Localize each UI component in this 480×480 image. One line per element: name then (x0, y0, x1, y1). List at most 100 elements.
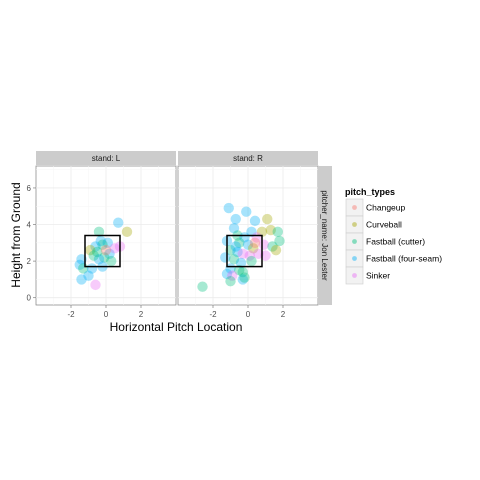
y-tick-label: 0 (27, 294, 32, 303)
facet-strip-label: stand: L (92, 154, 121, 163)
x-tick-label: -2 (67, 310, 75, 319)
facet-row-strip-bg (318, 166, 332, 305)
data-point (113, 217, 124, 228)
data-point (249, 237, 261, 249)
x-axis-ticks: -2 0 2 (209, 305, 286, 319)
legend-item-label: Fastball (cutter) (366, 237, 425, 247)
data-point (121, 226, 133, 238)
data-point (274, 235, 285, 247)
data-point (102, 237, 113, 249)
x-tick-label: 0 (246, 310, 251, 319)
data-point (228, 222, 240, 234)
grid-lines (36, 166, 176, 305)
facet-row-strip: pitcher_name: Jon Lester (318, 166, 332, 305)
data-point (237, 274, 248, 285)
legend-item-label: Sinker (366, 271, 390, 281)
data-point (76, 274, 87, 285)
facet-strip-bg (36, 151, 176, 165)
legend-title: pitch_types (345, 187, 395, 197)
data-point (93, 254, 105, 265)
legend-key-swatch (352, 205, 357, 210)
panels-layer: -2 0 2 -2 0 2 0 2 4 6 (27, 165, 319, 319)
data-point (100, 244, 112, 256)
legend-item: Curveball (345, 215, 402, 234)
data-point (227, 270, 238, 281)
legend-item-label: Changeup (366, 203, 406, 213)
data-point (221, 268, 233, 280)
data-point (106, 255, 117, 267)
data-point (76, 254, 87, 265)
legend-item-label: Fastball (four-seam) (366, 254, 442, 264)
y-tick-label: 6 (27, 184, 32, 193)
data-point (220, 252, 231, 263)
grid-lines (178, 166, 318, 305)
data-point (230, 213, 241, 225)
y-axis-ticks: 0 2 4 6 (27, 184, 36, 303)
legend-key-swatch (352, 256, 357, 261)
x-tick-label: 2 (281, 310, 286, 319)
data-point (246, 226, 257, 238)
data-point (260, 250, 271, 261)
facet-strip-l: stand: L (36, 151, 176, 165)
legend-item: Fastball (four-seam) (345, 249, 442, 268)
data-point (93, 226, 105, 238)
data-point (235, 257, 247, 269)
data-point (242, 239, 254, 250)
facet-row-strip-label: pitcher_name: Jon Lester (320, 190, 329, 281)
data-point (246, 255, 257, 267)
data-point (248, 243, 259, 254)
data-point (253, 248, 264, 259)
y-tick-label: 4 (27, 221, 32, 230)
data-point (104, 248, 115, 259)
x-axis-title: Horizontal Pitch Location (110, 320, 243, 334)
data-point (251, 232, 262, 243)
legend-item: Fastball (cutter) (345, 232, 425, 251)
legend-key-bg (345, 266, 364, 285)
x-tick-label: -2 (209, 310, 217, 319)
data-point (90, 241, 101, 252)
legend-item: Sinker (345, 266, 390, 285)
legend-item: Changeup (345, 198, 406, 217)
facet-strip-label: stand: R (233, 154, 263, 163)
strike-zone-box (226, 234, 263, 268)
data-point (241, 206, 252, 217)
data-point (86, 263, 98, 274)
data-point (97, 239, 108, 250)
data-point (239, 272, 250, 283)
data-point (90, 279, 101, 291)
facet-strip-bg (178, 151, 318, 165)
strike-zone-box (84, 234, 121, 268)
facet-panel-r: -2 0 2 (177, 165, 319, 319)
legend: pitch_types Changeup Curveball Fastball (c… (345, 187, 442, 285)
legend-item-label: Curveball (366, 220, 402, 230)
facet-strip-r: stand: R (178, 151, 318, 165)
axes-layer: Horizontal Pitch Location Height from Gr… (9, 182, 242, 334)
data-point (232, 246, 243, 258)
strips-layer: stand: L stand: R pitcher_name: Jon Lester (36, 151, 332, 305)
legend-key-swatch (352, 239, 357, 244)
data-point (88, 250, 99, 261)
data-point (262, 213, 273, 225)
data-point (237, 266, 248, 278)
data-point (265, 224, 276, 236)
x-tick-label: 0 (104, 310, 109, 319)
legend-key-swatch (352, 273, 357, 278)
y-tick-label: 2 (27, 257, 32, 266)
legend-key-swatch (352, 222, 357, 227)
data-point (83, 270, 94, 281)
x-axis-ticks: -2 0 2 (67, 305, 144, 319)
data-point (197, 281, 208, 292)
data-point (258, 239, 269, 250)
data-point (95, 235, 106, 247)
y-axis-title: Height from Ground (9, 182, 23, 287)
data-point (270, 244, 282, 256)
data-point (92, 246, 103, 258)
data-point (239, 232, 250, 243)
data-point (228, 254, 240, 265)
data-point (109, 243, 120, 254)
data-point (225, 244, 236, 256)
x-tick-label: 2 (139, 310, 144, 319)
data-point (99, 252, 110, 263)
data-point (272, 226, 283, 238)
